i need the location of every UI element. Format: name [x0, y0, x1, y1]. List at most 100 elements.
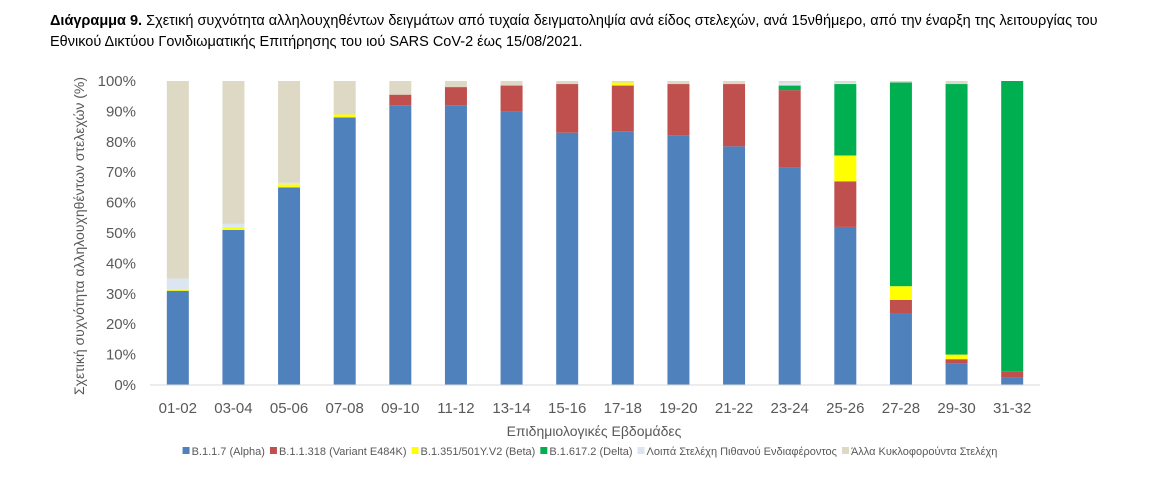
bar-segment-6	[333, 81, 356, 115]
bar-segment-4	[1001, 81, 1024, 372]
legend-swatch	[182, 447, 190, 454]
legend-label: Λοιπά Στελέχη Πιθανού Ενδιαφέροντος	[646, 446, 836, 458]
x-tick-label: 19-20	[659, 400, 697, 417]
legend-label: B.1.351/501Y.V2 (Beta)	[421, 446, 536, 458]
bar-segment-5	[778, 82, 801, 86]
x-tick-label: 23-24	[771, 400, 809, 417]
x-tick-label: 01-02	[159, 400, 197, 417]
bar-segment-6	[500, 81, 523, 86]
y-tick-label: 10%	[106, 347, 136, 364]
legend-label: B.1.617.2 (Delta)	[549, 446, 632, 458]
bar-segment-1	[444, 105, 467, 385]
legend-swatch	[540, 447, 548, 454]
bar-segment-3	[834, 155, 857, 182]
bar-segment-2	[667, 84, 690, 136]
x-axis-title: Επιδημιολογικές Εβδομάδες	[507, 423, 682, 439]
bar-segment-5	[834, 82, 857, 85]
bar-segment-2	[556, 84, 579, 133]
bar-segment-4	[889, 82, 912, 287]
bar-segment-1	[889, 313, 912, 385]
x-tick-label: 11-12	[437, 400, 474, 417]
x-tick-label: 31-32	[993, 400, 1031, 417]
legend-label: B.1.1.7 (Alpha)	[192, 446, 265, 458]
bar-segment-6	[889, 81, 912, 83]
legend-swatch	[841, 447, 849, 454]
figure-caption: Διάγραμμα 9. Σχετική συχνότητα αλληλουχη…	[50, 11, 1150, 53]
bar-segment-2	[723, 84, 746, 147]
bar-segment-6	[945, 81, 968, 85]
y-tick-label: 80%	[106, 134, 136, 151]
bar-segment-2	[500, 85, 523, 112]
bar-segment-1	[611, 131, 634, 385]
bar-segment-5	[166, 278, 189, 290]
bar-segment-2	[834, 181, 857, 227]
bar-segment-2	[389, 94, 412, 106]
x-tick-label: 25-26	[826, 400, 864, 417]
x-tick-label: 21-22	[715, 400, 753, 417]
bar-segment-1	[667, 135, 690, 385]
x-tick-label: 17-18	[604, 400, 642, 417]
bar-segment-1	[945, 363, 968, 385]
bar-segment-4	[834, 84, 857, 156]
bar-segment-6	[556, 81, 579, 85]
y-tick-label: 20%	[106, 316, 136, 333]
bar-segment-1	[1001, 377, 1024, 385]
legend-swatch	[637, 447, 645, 454]
bar-segment-2	[889, 299, 912, 314]
bar-segment-6	[222, 81, 245, 224]
bar-segment-1	[166, 290, 189, 385]
caption-label: Διάγραμμα 9.	[50, 13, 143, 29]
bar-segment-3	[945, 354, 968, 360]
bar-segment-6	[444, 81, 467, 88]
y-axis-ticks: 0% 10% 20% 30% 40% 50% 60% 70% 80% 90% 100%	[98, 73, 136, 394]
bar-segment-6	[834, 81, 857, 83]
bar-segment-5	[222, 223, 245, 227]
bar-segment-1	[222, 229, 245, 385]
bar-segment-6	[278, 81, 301, 183]
y-tick-label: 60%	[106, 195, 136, 212]
bar-segment-2	[444, 87, 467, 106]
bar-segment-6	[166, 81, 189, 279]
bar-segment-4	[945, 84, 968, 355]
bar-segment-2	[945, 359, 968, 364]
legend-label: B.1.1.318 (Variant E484K)	[279, 446, 407, 458]
legend: B.1.1.7 (Alpha) B.1.1.318 (Variant E484K)…	[182, 446, 997, 458]
x-tick-label: 15-16	[548, 400, 586, 417]
legend-swatch	[269, 447, 277, 454]
bar-segment-1	[834, 226, 857, 385]
bar-segment-1	[723, 146, 746, 385]
y-tick-label: 50%	[106, 225, 136, 242]
caption-text: Σχετική συχνότητα αλληλουχηθέντων δειγμά…	[50, 13, 1098, 50]
bar-segment-3	[889, 286, 912, 300]
y-tick-label: 30%	[106, 286, 136, 303]
bar-segment-6	[723, 81, 746, 85]
bar-segment-6	[667, 81, 690, 85]
x-tick-label: 29-30	[937, 400, 975, 417]
bar-segment-3	[611, 82, 634, 86]
bar-segment-6	[389, 81, 412, 95]
bar-segment-6	[611, 81, 634, 83]
bar-segment-2	[611, 85, 634, 132]
bar-segment-1	[556, 132, 579, 385]
y-tick-label: 90%	[106, 103, 136, 120]
legend-label: Άλλα Κυκλοφορούντα Στελέχη	[851, 446, 997, 458]
bar-segment-3	[166, 289, 189, 291]
bar-segment-2	[1001, 371, 1024, 378]
x-axis-ticks: 01-02 03-04 05-06 07-08 09-10 11-12 13-14 15-16…	[159, 400, 1032, 417]
y-axis-title: Σχετική συχνότητα αλληλουχηθέντων στελεχ…	[71, 77, 87, 395]
bar-segment-5	[278, 182, 301, 185]
bar-segment-3	[222, 226, 245, 230]
x-tick-label: 09-10	[381, 400, 419, 417]
bar-segment-1	[333, 117, 356, 385]
bar-segment-3	[278, 184, 301, 188]
bar-segment-6	[778, 81, 801, 83]
bar-segment-1	[278, 187, 301, 385]
y-tick-label: 0%	[114, 377, 136, 394]
bar-segment-1	[778, 167, 801, 385]
x-tick-label: 03-04	[214, 400, 252, 417]
x-tick-label: 05-06	[270, 400, 308, 417]
x-tick-label: 13-14	[492, 400, 530, 417]
y-tick-label: 100%	[98, 73, 136, 90]
bar-segment-4	[778, 85, 801, 91]
